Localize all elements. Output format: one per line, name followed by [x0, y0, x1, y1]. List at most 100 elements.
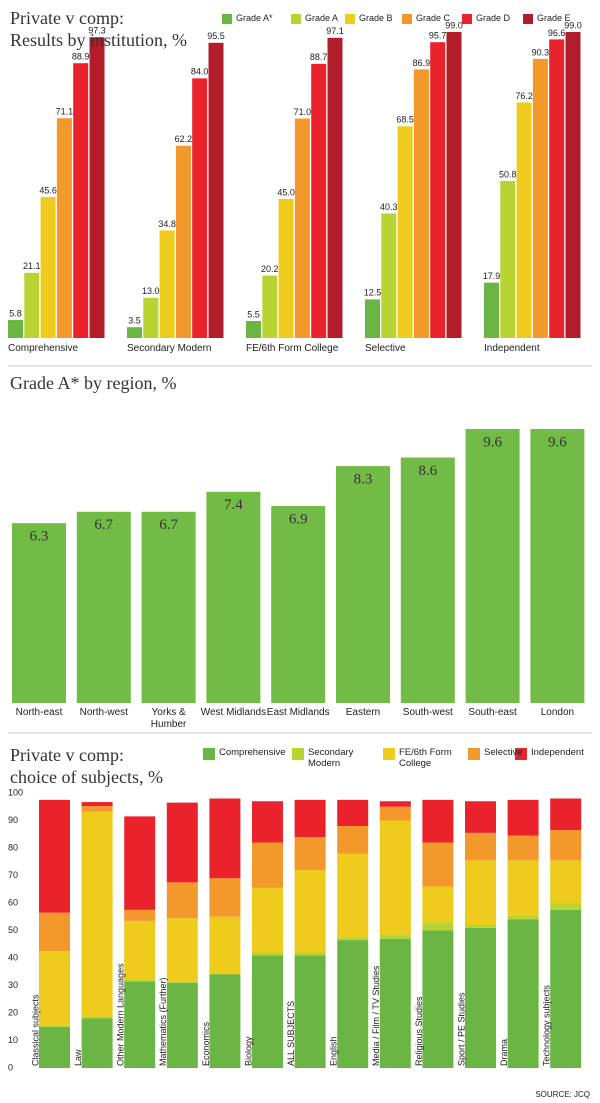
- value-label: 6.3: [30, 529, 49, 545]
- bar: [141, 511, 196, 703]
- legend-swatch: [291, 14, 301, 24]
- x-tick-label: Secondary Modern: [127, 343, 212, 354]
- x-tick-label: Mathematics (Further): [158, 977, 168, 1066]
- y-tick-label: 80: [8, 842, 18, 852]
- bar-segment: [209, 798, 241, 879]
- x-tick-label: Drama: [499, 1039, 509, 1066]
- x-tick-label: Yorks & Humber: [150, 707, 187, 730]
- value-label: 20.2: [261, 264, 279, 274]
- bar-segment: [124, 909, 156, 921]
- y-tick-label: 40: [8, 952, 18, 962]
- legend-swatch: [523, 14, 533, 24]
- bar-segment: [81, 1016, 113, 1019]
- value-label: 68.5: [396, 115, 414, 125]
- bar-segment: [550, 903, 582, 910]
- bar: [246, 321, 261, 338]
- legend-label: Independent: [531, 747, 584, 758]
- value-label: 13.0: [142, 286, 160, 296]
- value-label: 40.3: [380, 202, 398, 212]
- bar: [336, 466, 390, 703]
- bar-segment: [124, 980, 156, 982]
- bar-segment: [422, 842, 454, 887]
- x-tick-label: Economics: [201, 1021, 211, 1066]
- bar: [192, 78, 208, 338]
- bar: [400, 457, 455, 703]
- bar-segment: [81, 1018, 113, 1068]
- value-label: 12.5: [364, 288, 382, 298]
- bar: [89, 37, 105, 338]
- x-tick-label: Eastern: [345, 707, 381, 718]
- value-label: 45.0: [277, 187, 295, 197]
- x-tick-label: Sport / PE Studies: [456, 992, 466, 1066]
- bar-segment: [550, 830, 582, 861]
- bar-segment: [422, 799, 454, 843]
- value-label: 95.7: [429, 31, 447, 41]
- x-tick-label: South-west: [402, 707, 453, 718]
- bar: [397, 126, 413, 338]
- bar: [56, 118, 72, 339]
- chart-title: Private v comp: choice of subjects, %: [10, 745, 163, 787]
- bar: [381, 213, 397, 338]
- bar: [175, 145, 191, 338]
- bar-segment: [337, 937, 369, 941]
- x-tick-label: FE/6th Form College: [246, 343, 339, 354]
- bar: [516, 102, 532, 339]
- y-tick-label: 100: [8, 787, 23, 797]
- value-label: 90.3: [532, 47, 550, 57]
- bar-segment: [209, 916, 241, 974]
- value-label: 71.1: [56, 107, 74, 117]
- bar: [12, 523, 66, 703]
- legend-label: Grade A: [305, 13, 339, 23]
- x-tick-label: East Midlands: [266, 707, 330, 718]
- bar-segment: [39, 1025, 70, 1027]
- bar-segment: [337, 853, 369, 938]
- bar-segment: [209, 878, 241, 917]
- bar-segment: [550, 909, 582, 1068]
- bar: [311, 63, 327, 338]
- bar-segment: [379, 801, 411, 807]
- bar: [278, 198, 294, 338]
- chart-title: Grade A* by region, %: [10, 373, 177, 393]
- bar-segment: [39, 799, 70, 913]
- x-tick-label: Law: [73, 1049, 83, 1066]
- bar: [8, 320, 23, 338]
- value-label: 3.5: [128, 316, 141, 326]
- bar-segment: [337, 799, 369, 826]
- value-label: 5.5: [247, 309, 260, 319]
- value-label: 76.2: [515, 91, 533, 101]
- value-label: 84.0: [191, 67, 209, 77]
- y-tick-label: 50: [8, 925, 18, 935]
- bar-segment: [39, 951, 70, 1026]
- bar: [271, 506, 326, 703]
- legend-swatch: [383, 748, 395, 760]
- bar-segment: [252, 952, 283, 956]
- value-label: 97.3: [88, 26, 106, 36]
- legend-swatch: [515, 748, 527, 760]
- x-tick-label: Classical subjects: [30, 994, 40, 1066]
- legend-label: Grade B: [359, 13, 393, 23]
- value-label: 88.9: [72, 52, 90, 62]
- value-label: 6.7: [94, 517, 113, 533]
- legend-swatch: [345, 14, 355, 24]
- value-label: 17.9: [483, 271, 501, 281]
- y-tick-label: 30: [8, 980, 18, 990]
- bar-segment: [379, 820, 411, 935]
- bar: [530, 429, 585, 703]
- legend-label: Comprehensive: [219, 747, 286, 758]
- legend-label: Grade D: [476, 13, 511, 23]
- bar: [430, 42, 446, 338]
- value-label: 21.1: [23, 261, 41, 271]
- x-tick-label: Media / Film / TV Studies: [371, 965, 381, 1066]
- bar-segment: [379, 806, 411, 821]
- x-tick-label: South-east: [468, 707, 517, 718]
- bar: [532, 58, 548, 339]
- bar-segment: [379, 938, 411, 1068]
- bar-segment: [81, 806, 113, 812]
- value-label: 8.6: [418, 463, 437, 479]
- bar: [208, 42, 224, 339]
- x-tick-label: ALL SUBJECTS: [286, 1001, 296, 1066]
- legend-label: Grade E: [537, 13, 571, 23]
- legend-swatch: [468, 748, 480, 760]
